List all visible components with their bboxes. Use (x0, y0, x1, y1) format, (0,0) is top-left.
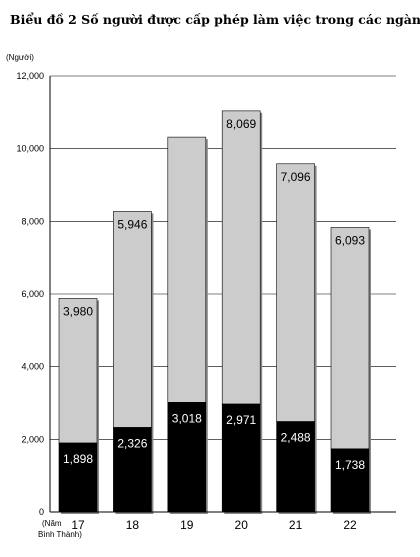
bar-upper (330, 227, 370, 450)
y-tick-label: 4,000 (21, 362, 44, 372)
bar-label-upper: 5,946 (117, 217, 147, 231)
bar-upper (113, 211, 152, 428)
y-tick-label: 6,000 (21, 289, 44, 299)
chart-title: Biểu đồ 2 Số người được cấp phép làm việ… (10, 12, 420, 27)
bars (58, 110, 371, 515)
bar-lower (58, 442, 98, 513)
bar-lower (330, 448, 370, 513)
x-axis-unit-line-1: (Năm (42, 519, 62, 528)
bar-upper (167, 136, 207, 403)
bar-upper (58, 298, 98, 444)
bar-lower (113, 427, 152, 513)
bar-lower (276, 421, 315, 513)
bar-label-upper: 6,093 (335, 233, 365, 247)
bar-label-upper: 8,069 (226, 117, 256, 131)
x-tick-label: 20 (235, 518, 249, 532)
bar-labels: 3,980 1,898 5,946 2,326 3,018 8,069 2,971 7,096… (63, 117, 365, 472)
y-axis-unit: (Người) (6, 53, 34, 62)
bar-upper (276, 163, 315, 422)
x-tick-label: 17 (71, 518, 85, 532)
x-tick-label: 22 (343, 518, 357, 532)
bar-label-lower: 1,898 (63, 452, 93, 466)
y-tick-label: 10,000 (16, 144, 44, 154)
bar-label-lower: 2,326 (117, 436, 147, 450)
bar-label-lower: 3,018 (172, 411, 202, 425)
y-tick-label: 0 (39, 507, 44, 517)
x-axis-unit-line-2: Bình Thành) (38, 530, 82, 539)
bar-lower (221, 403, 261, 513)
bar-upper (221, 110, 261, 405)
bar-label-lower: 2,488 (281, 431, 311, 445)
y-tick-label: 8,000 (21, 216, 44, 226)
y-tick-label: 2,000 (21, 434, 44, 444)
y-axis-ticks: 0 2,000 4,000 6,000 8,000 10,000 12,000 (16, 71, 44, 517)
x-axis-ticks: 17 18 19 20 21 22 (71, 518, 357, 532)
bar-label-upper: 3,980 (63, 304, 93, 318)
bar-label-upper: 7,096 (281, 170, 311, 184)
x-tick-label: 21 (289, 518, 303, 532)
y-tick-label: 12,000 (16, 71, 44, 81)
x-tick-label: 19 (180, 518, 194, 532)
bar-label-lower: 2,971 (226, 413, 256, 427)
x-tick-label: 18 (126, 518, 140, 532)
bar-lower (167, 402, 207, 513)
bar-label-lower: 1,738 (335, 458, 365, 472)
